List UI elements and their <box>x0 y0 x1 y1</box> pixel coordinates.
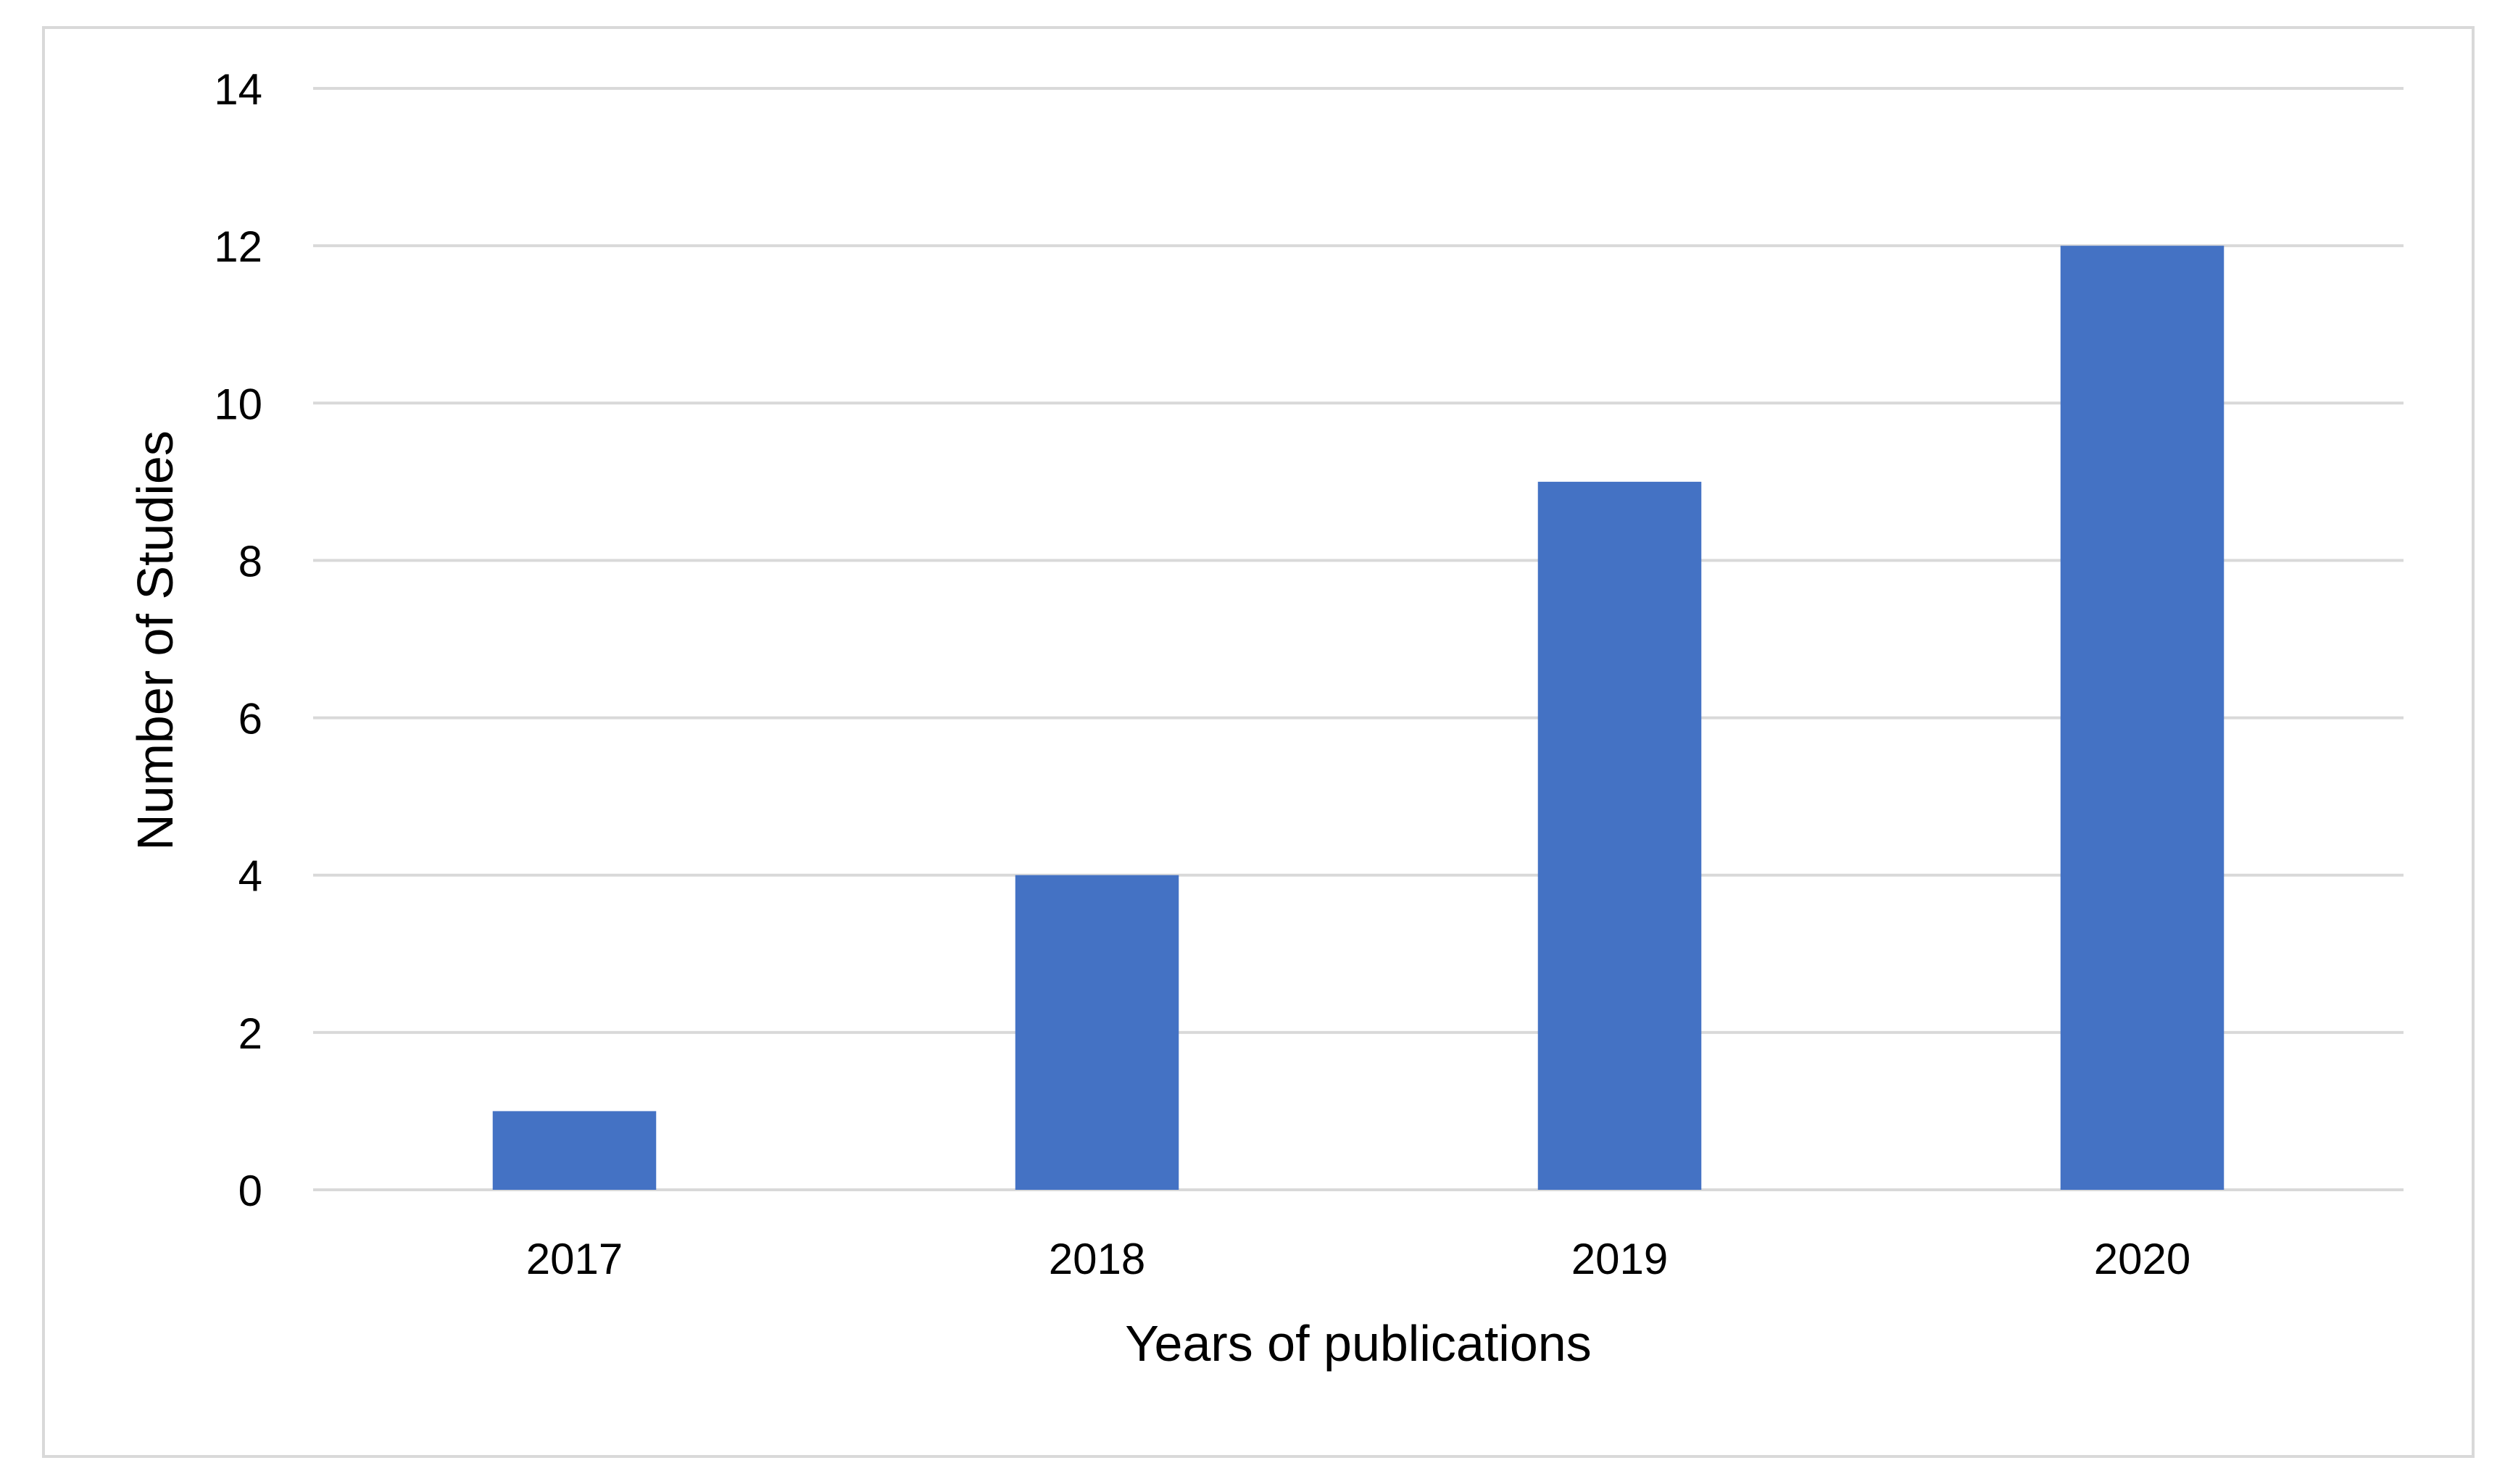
y-tick-label: 8 <box>238 537 262 585</box>
y-tick-label: 6 <box>238 695 262 743</box>
y-tick-label: 12 <box>214 222 262 271</box>
y-tick-label: 10 <box>214 380 262 428</box>
bars <box>492 246 2224 1191</box>
x-axis-title: Years of publications <box>1125 1315 1591 1372</box>
x-axis-tick-labels: 2017 2018 2019 2020 <box>526 1235 2190 1283</box>
y-tick-label: 4 <box>238 852 262 901</box>
y-tick-label: 2 <box>238 1009 262 1058</box>
bar-2017 <box>492 1111 657 1190</box>
bar-2019 <box>1537 481 1702 1190</box>
bar-2020 <box>2060 246 2224 1191</box>
y-tick-label: 14 <box>214 65 262 114</box>
y-axis-title: Number of Studies <box>127 430 183 851</box>
x-tick-label: 2019 <box>1571 1235 1668 1283</box>
y-axis-tick-labels: 0 2 4 6 8 10 12 14 <box>214 65 262 1215</box>
x-tick-label: 2020 <box>2094 1235 2190 1283</box>
y-tick-label: 0 <box>238 1167 262 1215</box>
x-tick-label: 2018 <box>1049 1235 1145 1283</box>
gridlines <box>313 87 2404 1191</box>
bar-2018 <box>1015 875 1179 1190</box>
x-tick-label: 2017 <box>526 1235 623 1283</box>
